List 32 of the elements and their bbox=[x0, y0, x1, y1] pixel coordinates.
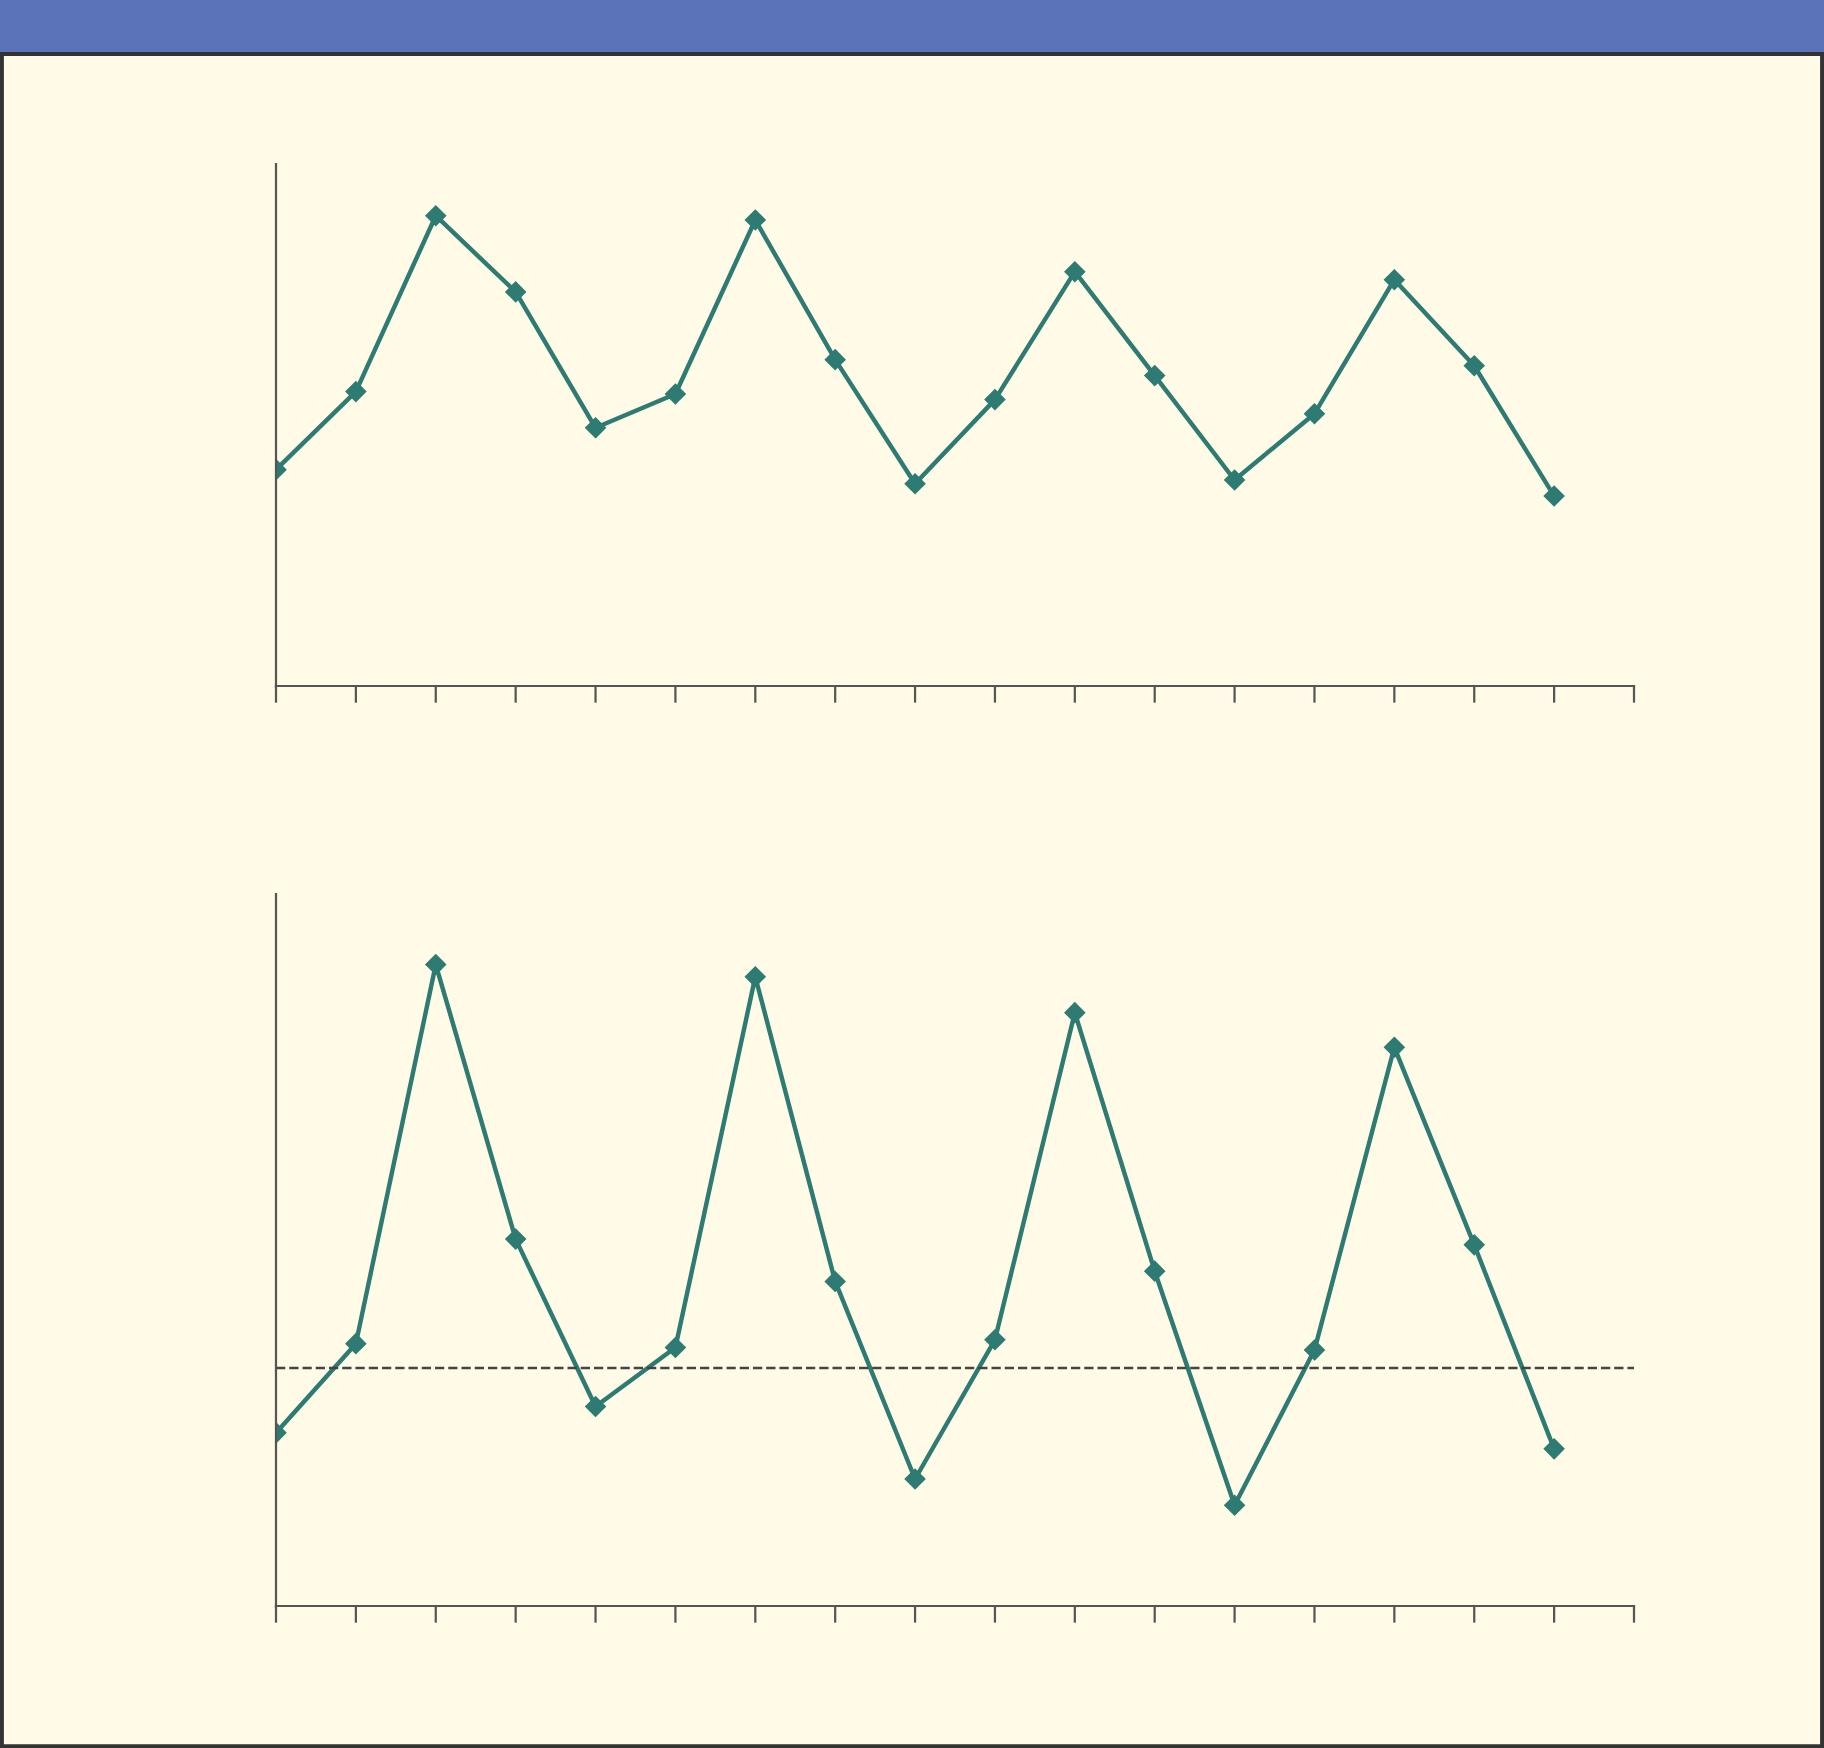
point bbox=[345, 1333, 367, 1354]
point bbox=[505, 281, 526, 303]
point bbox=[984, 1329, 1006, 1351]
point bbox=[665, 383, 686, 405]
point bbox=[745, 966, 766, 987]
point bbox=[585, 417, 606, 439]
point bbox=[505, 1228, 526, 1250]
point bbox=[1064, 261, 1086, 282]
point bbox=[745, 209, 766, 231]
point bbox=[1304, 403, 1325, 424]
point bbox=[1304, 1339, 1325, 1361]
point bbox=[984, 389, 1006, 410]
point bbox=[1464, 355, 1485, 376]
point bbox=[425, 205, 446, 226]
point bbox=[1064, 1002, 1086, 1023]
point bbox=[1224, 469, 1245, 491]
point bbox=[345, 381, 367, 402]
point bbox=[665, 1337, 686, 1358]
point bbox=[824, 349, 846, 370]
point bbox=[425, 954, 446, 975]
point bbox=[824, 1271, 846, 1292]
point bbox=[1144, 1260, 1165, 1282]
point bbox=[1384, 1037, 1405, 1058]
point bbox=[1144, 365, 1165, 386]
point bbox=[585, 1396, 606, 1417]
point bbox=[904, 473, 926, 495]
point bbox=[1464, 1234, 1485, 1256]
point bbox=[1384, 269, 1405, 290]
point bbox=[1224, 1495, 1245, 1516]
point bbox=[904, 1468, 926, 1490]
point bbox=[1543, 1438, 1565, 1460]
point bbox=[1543, 485, 1565, 507]
